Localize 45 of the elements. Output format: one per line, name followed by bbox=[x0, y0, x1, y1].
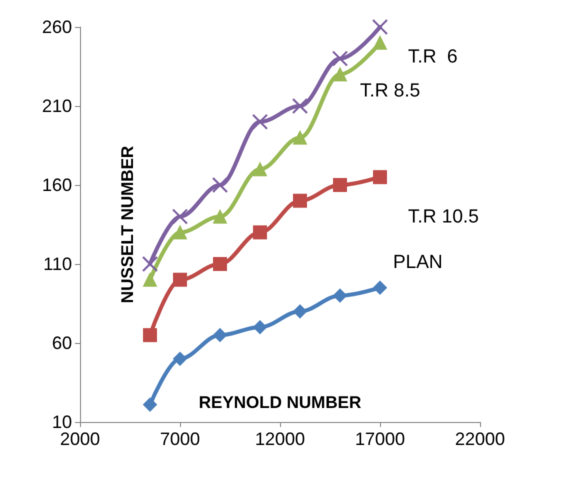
series-label: T.R 8.5 bbox=[360, 80, 420, 102]
point bbox=[253, 162, 267, 176]
point bbox=[373, 36, 387, 50]
point bbox=[143, 398, 157, 412]
point bbox=[292, 98, 308, 114]
series-label: T.R 6 bbox=[408, 46, 458, 68]
point bbox=[373, 170, 387, 184]
y-tick-label: 10 bbox=[52, 412, 72, 432]
y-tick-label: 160 bbox=[42, 175, 72, 195]
point bbox=[253, 320, 267, 334]
point bbox=[213, 210, 227, 224]
point bbox=[212, 177, 228, 193]
series-label: PLAN bbox=[393, 252, 443, 274]
point bbox=[372, 19, 388, 35]
x-tick-label: 7000 bbox=[160, 429, 200, 449]
point bbox=[213, 257, 227, 271]
point bbox=[333, 67, 347, 82]
point bbox=[143, 272, 157, 287]
x-tick-label: 12000 bbox=[254, 429, 306, 449]
point bbox=[293, 304, 307, 318]
point bbox=[293, 130, 307, 145]
point bbox=[332, 50, 348, 67]
point bbox=[143, 328, 157, 342]
point bbox=[253, 225, 267, 240]
point bbox=[173, 225, 187, 240]
point bbox=[293, 194, 307, 208]
point bbox=[252, 114, 268, 130]
point bbox=[333, 178, 347, 192]
y-tick-label: 260 bbox=[42, 17, 72, 37]
x-tick-label: 2000 bbox=[60, 429, 100, 449]
y-axis-title: NUSSELT NUMBER bbox=[118, 146, 137, 304]
series-label: T.R 10.5 bbox=[408, 206, 479, 228]
x-axis-title: REYNOLD NUMBER bbox=[198, 393, 362, 412]
y-tick-label: 110 bbox=[43, 254, 72, 274]
point bbox=[213, 328, 227, 342]
point bbox=[333, 288, 347, 303]
x-tick-label: 17000 bbox=[354, 429, 406, 449]
y-tick-label: 60 bbox=[52, 333, 72, 353]
y-tick-label: 210 bbox=[42, 96, 72, 116]
point bbox=[172, 208, 188, 225]
point bbox=[142, 256, 158, 272]
point bbox=[173, 352, 187, 366]
point bbox=[373, 280, 387, 295]
point bbox=[173, 272, 187, 287]
x-tick-label: 22000 bbox=[454, 429, 506, 449]
